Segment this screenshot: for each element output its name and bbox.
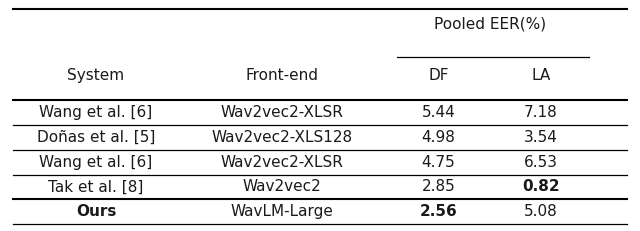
Text: Wang et al. [6]: Wang et al. [6] — [40, 105, 152, 120]
Text: Doñas et al. [5]: Doñas et al. [5] — [37, 130, 155, 145]
Text: 2.56: 2.56 — [420, 204, 457, 219]
Text: Wav2vec2-XLSR: Wav2vec2-XLSR — [220, 105, 343, 120]
Text: 5.44: 5.44 — [422, 105, 455, 120]
Text: Ours: Ours — [76, 204, 116, 219]
Text: System: System — [67, 68, 125, 82]
Text: Wav2vec2-XLSR: Wav2vec2-XLSR — [220, 155, 343, 170]
Text: 6.53: 6.53 — [524, 155, 558, 170]
Text: 5.08: 5.08 — [524, 204, 557, 219]
Text: Tak et al. [8]: Tak et al. [8] — [48, 179, 144, 195]
Text: DF: DF — [428, 68, 449, 82]
Text: Front-end: Front-end — [245, 68, 318, 82]
Text: LA: LA — [531, 68, 550, 82]
Text: WavLM-Large: WavLM-Large — [230, 204, 333, 219]
Text: 0.82: 0.82 — [522, 179, 559, 195]
Text: Pooled EER(%): Pooled EER(%) — [433, 17, 546, 32]
Text: Wang et al. [6]: Wang et al. [6] — [40, 155, 152, 170]
Text: 4.98: 4.98 — [422, 130, 455, 145]
Text: 2.85: 2.85 — [422, 179, 455, 195]
Text: 3.54: 3.54 — [524, 130, 557, 145]
Text: Wav2vec2-XLS128: Wav2vec2-XLS128 — [211, 130, 352, 145]
Text: Wav2vec2: Wav2vec2 — [242, 179, 321, 195]
Text: 4.75: 4.75 — [422, 155, 455, 170]
Text: 7.18: 7.18 — [524, 105, 557, 120]
